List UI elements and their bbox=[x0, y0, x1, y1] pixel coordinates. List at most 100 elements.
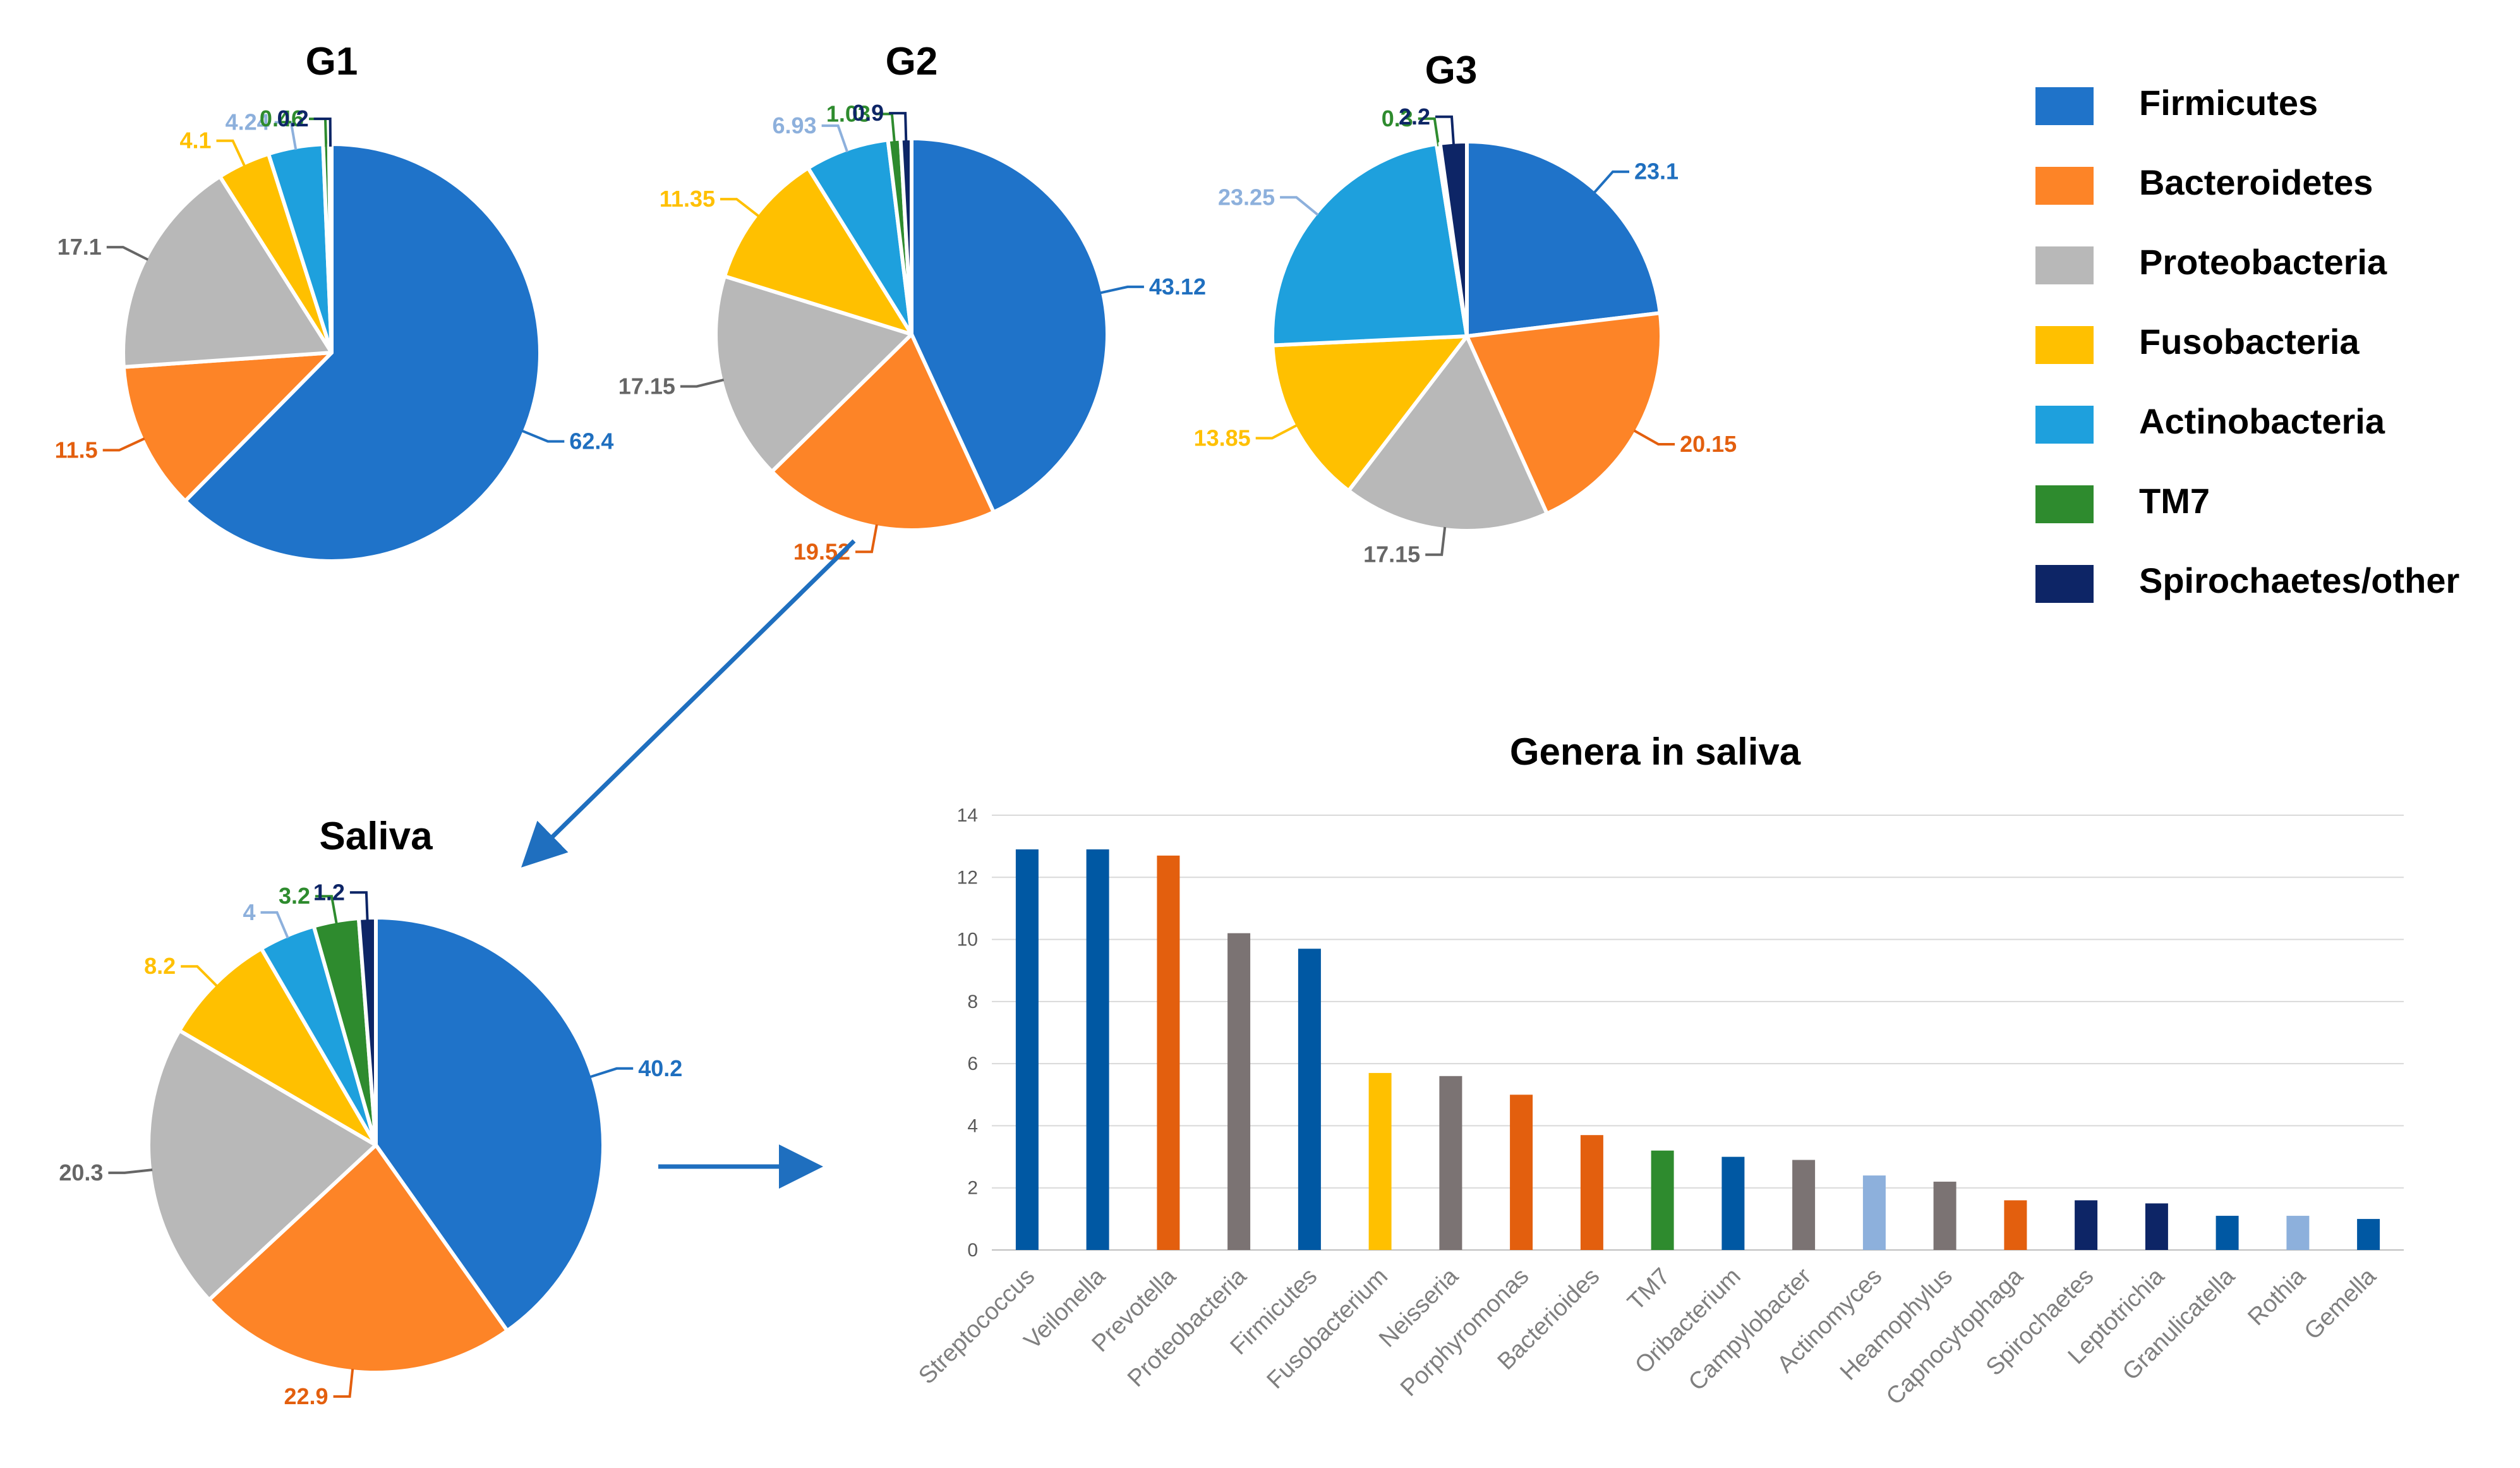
bar-streptococcus bbox=[1015, 849, 1039, 1250]
bar-fusobacterium bbox=[1368, 1072, 1392, 1250]
pie-g3-slice-firmicutes bbox=[1465, 140, 1662, 338]
pie-g1-leader-spirochaetes-other bbox=[313, 118, 332, 147]
bar-tm7 bbox=[1651, 1150, 1674, 1250]
bar-granulicatella bbox=[2216, 1215, 2239, 1250]
pie-g1-leader-proteobacteria bbox=[106, 246, 148, 261]
ytick-4: 4 bbox=[967, 1115, 978, 1136]
g1-title: G1 bbox=[306, 40, 358, 83]
pie-g3-leader-bacteroidetes bbox=[1633, 429, 1675, 446]
pie-g2-label-spirochaetes-other: 0.9 bbox=[852, 100, 884, 126]
pie-g3-label-actinobacteria: 23.25 bbox=[1218, 184, 1275, 210]
bar-leptotrichia bbox=[2145, 1203, 2168, 1250]
saliva-title: Saliva bbox=[319, 815, 433, 858]
pie-g1-label-proteobacteria: 17.1 bbox=[57, 234, 102, 260]
pie-g1-leader-actinobacteria bbox=[274, 121, 298, 150]
legend-swatch-actinobacteria bbox=[2035, 406, 2094, 444]
bar-proteobacteria bbox=[1227, 933, 1251, 1250]
pie-g2-label-fusobacteria: 11.35 bbox=[660, 186, 715, 212]
bar-veilonella bbox=[1086, 849, 1109, 1250]
pie-chart-g1: 62.4 11.5 17.1 4.1 4.240.460.2 bbox=[55, 106, 613, 563]
pie-g3-label-spirochaetes-other: 2.2 bbox=[1399, 104, 1430, 130]
bar-porphyromonas bbox=[1510, 1095, 1533, 1250]
bar-actinomyces bbox=[1862, 1175, 1886, 1250]
pie-saliva-leader-firmicutes bbox=[589, 1067, 634, 1079]
pie-saliva-leader-bacteroidetes bbox=[333, 1368, 354, 1398]
pie-saliva-label-bacteroidetes: 22.9 bbox=[284, 1383, 329, 1409]
bar-campylobacter bbox=[1792, 1160, 1816, 1250]
pie-g3-label-proteobacteria: 17.15 bbox=[1363, 542, 1420, 567]
pie-g3-label-bacteroidetes: 20.15 bbox=[1680, 431, 1737, 457]
ytick-6: 6 bbox=[967, 1053, 978, 1074]
ytick-0: 0 bbox=[967, 1240, 978, 1261]
g3-title: G3 bbox=[1425, 49, 1478, 92]
pie-g3-leader-tm7 bbox=[1418, 117, 1440, 147]
pie-g2-label-proteobacteria: 17.15 bbox=[618, 373, 675, 399]
arrow-g2-to-saliva bbox=[521, 539, 856, 868]
pie-g2-label-tm7: 1.03 bbox=[826, 100, 871, 126]
pie-g3-leader-firmicutes bbox=[1593, 170, 1629, 193]
pie-saliva-leader-fusobacteria bbox=[181, 965, 218, 987]
pie-g3-leader-proteobacteria bbox=[1425, 526, 1447, 556]
legend-swatch-firmicutes bbox=[2035, 87, 2094, 125]
pie-chart-saliva: 40.2 22.9 20.3 8.2 4 3.2 1.2 bbox=[59, 879, 682, 1409]
bar-rothia bbox=[2286, 1215, 2310, 1250]
ytick-14: 14 bbox=[957, 805, 978, 826]
bar-capnocytophaga bbox=[2004, 1200, 2027, 1250]
ytick-8: 8 bbox=[967, 992, 978, 1012]
xtick-campylobacter: Campylobacter bbox=[1684, 1263, 1817, 1396]
bar-neisseria bbox=[1439, 1076, 1462, 1250]
legend-label-bacteroidetes: Bacteroidetes bbox=[2139, 162, 2373, 202]
legend-label-fusobacteria: Fusobacteria bbox=[2139, 322, 2360, 361]
g2-title: G2 bbox=[886, 40, 938, 83]
pie-g3-label-tm7: 0.3 bbox=[1382, 106, 1413, 131]
pie-saliva-label-firmicutes: 40.2 bbox=[638, 1055, 682, 1081]
pie-g3-leader-spirochaetes-other bbox=[1435, 115, 1455, 145]
pie-g3-leader-actinobacteria bbox=[1280, 196, 1319, 216]
xtick-tm7: TM7 bbox=[1623, 1263, 1675, 1316]
ytick-12: 12 bbox=[957, 867, 978, 888]
pie-g1-label-firmicutes: 62.4 bbox=[569, 428, 613, 454]
legend: Firmicutes Bacteroidetes Proteobacteria Fus… bbox=[2035, 83, 2459, 603]
bar-gemella bbox=[2357, 1218, 2380, 1250]
pie-g2-label-actinobacteria: 6.93 bbox=[773, 112, 817, 138]
pie-g3-slice-actinobacteria bbox=[1270, 142, 1469, 348]
pie-saliva-leader-spirochaetes-other bbox=[349, 891, 369, 921]
pie-saliva-leader-actinobacteria bbox=[260, 911, 289, 939]
pie-saliva-label-actinobacteria: 4 bbox=[243, 899, 255, 925]
ytick-2: 2 bbox=[967, 1178, 978, 1199]
pie-g1-label-spirochaetes-other: 0.2 bbox=[277, 106, 309, 131]
pie-saliva-leader-tm7 bbox=[315, 895, 338, 924]
pie-saliva-leader-proteobacteria bbox=[108, 1168, 153, 1174]
pie-g2-leader-actinobacteria bbox=[821, 124, 849, 153]
ytick-10: 10 bbox=[957, 930, 978, 950]
pie-g2-leader-proteobacteria bbox=[680, 379, 725, 388]
pie-g1-leader-firmicutes bbox=[521, 429, 565, 443]
bar-oribacterium bbox=[1721, 1156, 1745, 1250]
xtick-streptococcus: Streptococcus bbox=[913, 1263, 1040, 1390]
xtick-rothia: Rothia bbox=[2243, 1263, 2311, 1331]
xtick-fusobacterium: Fusobacterium bbox=[1262, 1263, 1393, 1394]
legend-swatch-fusobacteria bbox=[2035, 326, 2094, 364]
bar-firmicutes bbox=[1298, 949, 1321, 1250]
bar-spirochaetes bbox=[2075, 1200, 2098, 1250]
bar-chart-genera: 02468101214StreptococcusVeilonellaPrevot… bbox=[913, 805, 2404, 1410]
pie-g1-label-tm7: 0.46 bbox=[260, 106, 304, 131]
pie-g1-slice-spirochaetes-other bbox=[327, 142, 334, 355]
legend-swatch-spirochaetes-other bbox=[2035, 565, 2094, 603]
pie-g1-label-bacteroidetes: 11.5 bbox=[55, 437, 98, 463]
pie-saliva-label-tm7: 3.2 bbox=[279, 883, 310, 909]
pie-g3-label-fusobacteria: 13.85 bbox=[1194, 425, 1251, 451]
legend-label-spirochaetes-other: Spirochaetes/other bbox=[2139, 561, 2459, 600]
legend-swatch-tm7 bbox=[2035, 485, 2094, 523]
pie-g1-label-actinobacteria: 4.24 bbox=[226, 109, 270, 135]
bar-prevotella bbox=[1157, 855, 1180, 1250]
legend-swatch-proteobacteria bbox=[2035, 246, 2094, 284]
xtick-gemella: Gemella bbox=[2300, 1263, 2382, 1345]
pie-g3-label-firmicutes: 23.1 bbox=[1634, 159, 1679, 185]
bar-heamophylus bbox=[1933, 1181, 1956, 1250]
xtick-proteobacteria: Proteobacteria bbox=[1123, 1263, 1252, 1392]
pie-chart-g3: 23.1 20.15 17.15 13.85 23.25 0.32.2 bbox=[1194, 104, 1737, 567]
legend-label-tm7: TM7 bbox=[2139, 481, 2210, 521]
legend-swatch-bacteroidetes bbox=[2035, 167, 2094, 205]
